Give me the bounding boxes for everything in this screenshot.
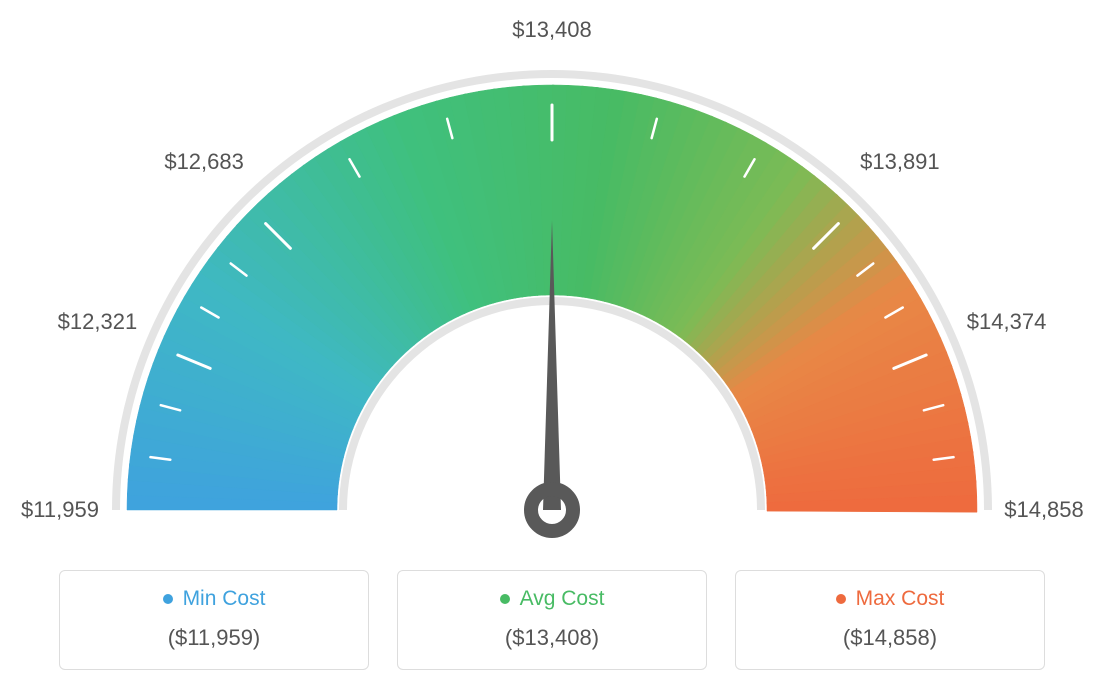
tick-label-5: $14,374 <box>967 309 1047 335</box>
legend-card-avg: Avg Cost ($13,408) <box>397 570 707 670</box>
legend-label-min: Min Cost <box>183 587 266 611</box>
tick-label-4: $13,891 <box>860 149 940 175</box>
gauge-svg <box>0 0 1104 560</box>
tick-label-3: $13,408 <box>512 17 592 43</box>
legend-card-max: Max Cost ($14,858) <box>735 570 1045 670</box>
legend-title-avg: Avg Cost <box>500 587 605 611</box>
dot-icon-min <box>163 594 173 604</box>
legend-title-min: Min Cost <box>163 587 266 611</box>
chart-container: $11,959 $12,321 $12,683 $13,408 $13,891 $14,3… <box>0 0 1104 690</box>
legend-label-max: Max Cost <box>856 587 945 611</box>
tick-label-0: $11,959 <box>21 497 99 523</box>
legend-row: Min Cost ($11,959) Avg Cost ($13,408) Ma… <box>0 570 1104 670</box>
dot-icon-avg <box>500 594 510 604</box>
legend-value-min: ($11,959) <box>60 625 368 651</box>
legend-title-max: Max Cost <box>836 587 945 611</box>
tick-label-6: $14,858 <box>1004 497 1084 523</box>
tick-label-2: $12,683 <box>164 149 244 175</box>
gauge: $11,959 $12,321 $12,683 $13,408 $13,891 $14,3… <box>0 0 1104 550</box>
legend-label-avg: Avg Cost <box>520 587 605 611</box>
dot-icon-max <box>836 594 846 604</box>
legend-value-avg: ($13,408) <box>398 625 706 651</box>
legend-card-min: Min Cost ($11,959) <box>59 570 369 670</box>
tick-label-1: $12,321 <box>58 309 138 335</box>
legend-value-max: ($14,858) <box>736 625 1044 651</box>
